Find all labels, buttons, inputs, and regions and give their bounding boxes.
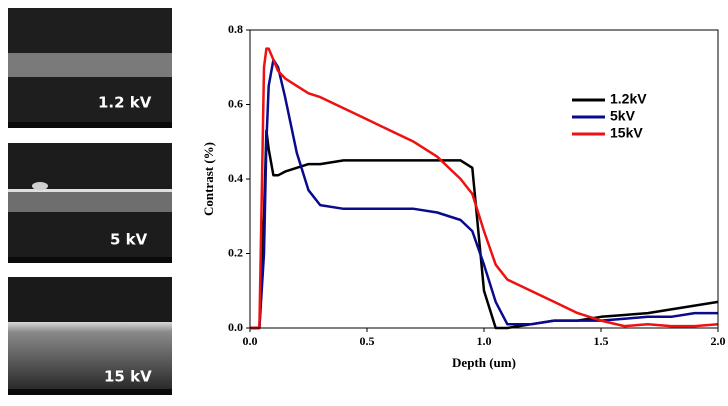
panel-label: 5 kV: [110, 231, 148, 249]
y-axis-label: Contrast (%): [201, 142, 216, 216]
legend-label: 1.2kV: [610, 91, 647, 107]
y-tick-label: 0.4: [228, 171, 243, 185]
y-tick-label: 0.2: [228, 245, 243, 259]
plot-frame: [249, 29, 719, 329]
legend-label: 15kV: [610, 125, 643, 141]
y-tick-label: 0.0: [228, 320, 243, 334]
panel-label: 1.2 kV: [98, 94, 152, 112]
sem-panel: 5 kV: [8, 143, 172, 263]
series-line: [250, 129, 719, 330]
sem-panel: 15 kV: [8, 277, 172, 395]
sem-panel: 1.2 kV: [8, 8, 172, 128]
y-tick-label: 0.6: [228, 96, 243, 110]
x-tick-label: 0.0: [243, 334, 258, 348]
x-axis-label: Depth (um): [452, 355, 516, 370]
x-tick-label: 1.5: [594, 334, 609, 348]
x-tick-label: 1.0: [477, 334, 492, 348]
x-tick-label: 2.0: [711, 334, 726, 348]
panel-label: 15 kV: [104, 368, 152, 386]
x-tick-label: 0.5: [360, 334, 375, 348]
y-tick-label: 0.8: [228, 22, 243, 36]
legend-label: 5kV: [610, 108, 636, 124]
chart: 0.0 0.2 0.4 0.6 0.8 0.0 0.5 1.0 1.5 2.0 Depth (um)…: [201, 22, 726, 370]
series-line: [250, 47, 719, 330]
